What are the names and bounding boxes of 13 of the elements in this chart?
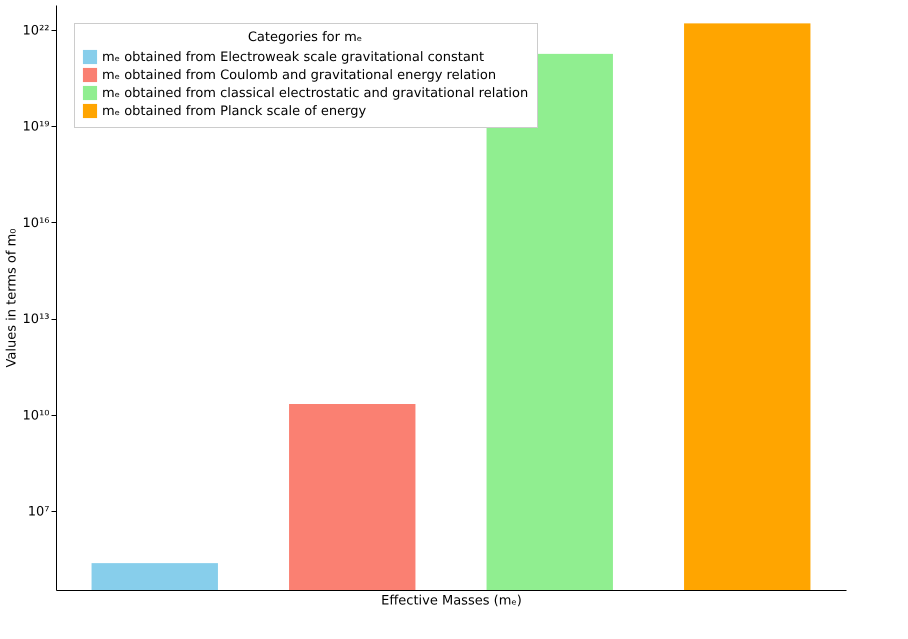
legend-label: mₑ obtained from classical electrostatic and gravitational relation bbox=[102, 86, 528, 101]
y-tick-label: 10⁷ bbox=[28, 504, 50, 520]
y-tick-label: 10¹⁹ bbox=[22, 120, 50, 135]
legend-label: mₑ obtained from Coulomb and gravitational energy relation bbox=[102, 68, 496, 83]
x-axis-title: Effective Masses (mₑ) bbox=[381, 594, 522, 608]
y-tick-label: 10¹⁰ bbox=[22, 408, 50, 424]
y-tick-label: 10²² bbox=[22, 23, 50, 38]
legend-label: mₑ obtained from Planck scale of energy bbox=[102, 104, 366, 119]
legend-label: mₑ obtained from Electroweak scale gravitational constant bbox=[102, 50, 484, 65]
y-tick-label: 10¹³ bbox=[22, 312, 50, 328]
y-tick-label: 10¹⁶ bbox=[22, 216, 50, 231]
legend-title: Categories for mₑ bbox=[248, 30, 362, 45]
y-axis-title: Values in terms of m₀ bbox=[4, 228, 20, 368]
